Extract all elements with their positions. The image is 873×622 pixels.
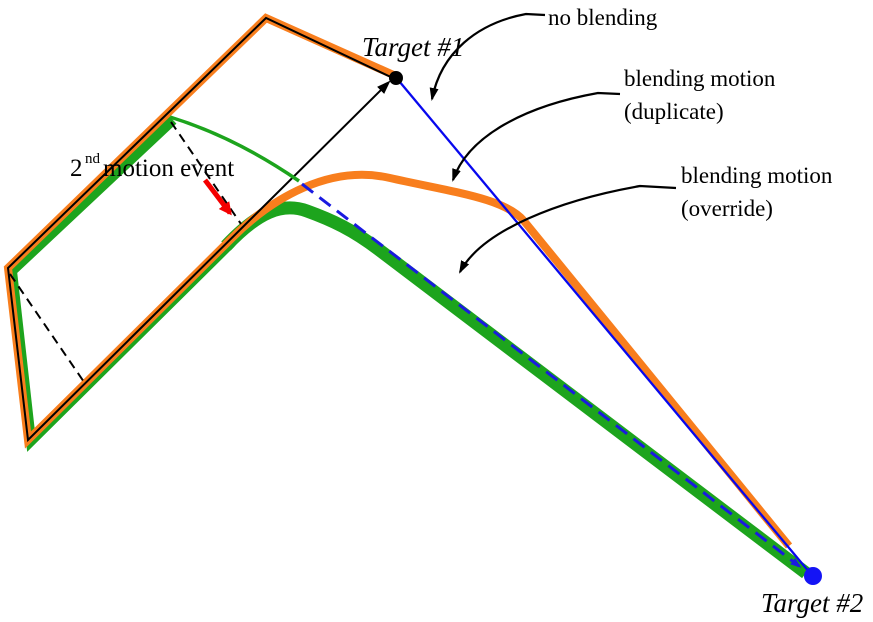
no-blending-label: no blending xyxy=(548,5,658,30)
corner-projection-dashed-line xyxy=(9,273,85,383)
duplicate-label-line1: blending motion xyxy=(624,66,776,91)
motion-event-label-num: 2 xyxy=(70,155,83,182)
override-leader-arrow xyxy=(459,184,677,274)
duplicate-leader-arrow xyxy=(451,91,621,182)
no-blending-leader-arrow xyxy=(429,12,546,101)
target1-label: Target #1 xyxy=(362,32,464,62)
motion-event-label-sup: nd xyxy=(85,151,101,167)
motion-event-label-text: motion event xyxy=(103,155,234,182)
second-motion-start-line xyxy=(169,115,300,183)
no-blending-line xyxy=(398,80,811,574)
override-commanded-dashed-line xyxy=(301,182,802,568)
duplicate-label-line2: (duplicate) xyxy=(624,99,724,124)
override-label-line1: blending motion xyxy=(681,163,833,188)
target1-dot xyxy=(389,71,403,85)
programmed-path-arrow xyxy=(6,16,396,443)
target2-dot xyxy=(804,567,822,585)
event-projection-dashed-line xyxy=(170,121,242,225)
override-blend-curve xyxy=(221,201,810,579)
event-red-arrow xyxy=(203,178,232,216)
target2-label: Target #2 xyxy=(761,588,863,618)
override-label-line2: (override) xyxy=(681,196,773,221)
